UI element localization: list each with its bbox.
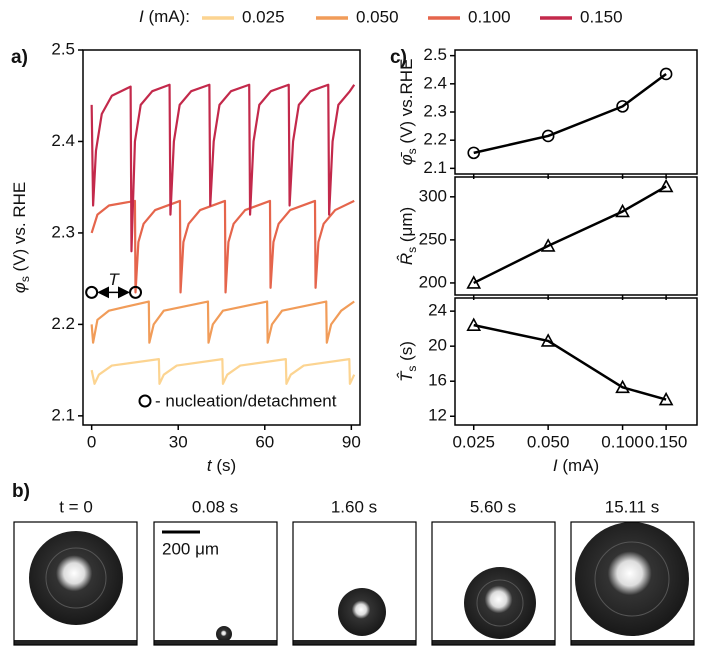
- frame-image: [14, 522, 137, 645]
- label-text: (μm): [397, 207, 416, 247]
- x-tick-label: 0.100: [601, 432, 644, 451]
- panel-label: c): [390, 47, 407, 68]
- plot-frame: [454, 49, 698, 175]
- y-tick-label: 2.5: [423, 45, 447, 64]
- y-tick-label: 12: [428, 406, 447, 425]
- symbol: T̂: [397, 370, 417, 382]
- legend-label: 0.050: [356, 7, 399, 26]
- marker: [615, 379, 630, 394]
- data-line: [90, 358, 356, 385]
- legend-label: 0.025: [242, 7, 285, 26]
- y-tick-label: 2.5: [51, 39, 75, 58]
- plot-frame: [454, 176, 698, 296]
- event-note: - nucleation/detachment: [155, 391, 337, 410]
- frame-image: [571, 522, 694, 645]
- symbol: I: [139, 7, 144, 26]
- marker: [467, 146, 481, 160]
- data-line: [473, 323, 667, 401]
- label-text: (s): [397, 341, 416, 366]
- data-line: [473, 185, 667, 285]
- label-text: (mA):: [144, 7, 190, 26]
- marker: [615, 203, 630, 218]
- label-text: (V) vs. RHE: [10, 182, 29, 276]
- legend-label: 0.150: [580, 7, 623, 26]
- y-tick-label: 2.3: [51, 222, 75, 241]
- x-axis-label: I (mA): [553, 456, 599, 475]
- legend-title: I (mA):: [139, 7, 190, 26]
- symbol: φ̄: [397, 151, 416, 165]
- marker: [658, 178, 674, 193]
- plot-frame: [82, 49, 361, 426]
- note-marker: [138, 394, 152, 408]
- label-text: (s): [212, 456, 237, 475]
- frame-label: 0.08 s: [192, 497, 238, 516]
- frame-label: 15.11 s: [605, 497, 660, 516]
- frame-label: t = 0: [59, 497, 93, 516]
- y-tick-label: 16: [428, 371, 447, 390]
- x-tick-label: 0.050: [527, 432, 570, 451]
- data-line: [473, 72, 667, 155]
- data-line: [90, 83, 356, 253]
- y-tick-label: 250: [419, 229, 447, 248]
- x-tick-label: 0.150: [645, 432, 688, 451]
- x-tick-label: 30: [169, 432, 188, 451]
- x-axis-label: t (s): [207, 456, 236, 475]
- y-tick-label: 2.3: [423, 101, 447, 120]
- marker: [658, 391, 674, 406]
- frame-image: [154, 522, 277, 645]
- marker: [540, 333, 556, 347]
- y-tick-label: 200: [419, 272, 447, 291]
- subscript: s: [405, 148, 419, 154]
- frame-image: [293, 522, 416, 645]
- marker: [616, 100, 629, 113]
- frame-label: 5.60 s: [470, 497, 516, 516]
- event-marker: [129, 285, 143, 299]
- marker: [466, 317, 482, 331]
- y-axis-label: φ̄s (V) vs.RHE: [397, 59, 419, 166]
- legend-label: 0.100: [468, 7, 511, 26]
- y-axis-label: φs (V) vs. RHE: [10, 182, 32, 294]
- panel-b: b) t = 0 0.08 s 1.60 s 5.60 s 15.11 s 20…: [12, 481, 695, 646]
- symbol: R̂: [397, 253, 417, 265]
- y-tick-label: 24: [428, 301, 447, 320]
- data-line: [90, 199, 355, 294]
- subscript: s: [18, 276, 32, 282]
- y-tick-label: 2.4: [51, 131, 75, 150]
- symbol: φ: [10, 282, 29, 293]
- y-tick-label: 2.1: [423, 158, 447, 177]
- y-axis-label: R̂s (μm): [397, 207, 420, 265]
- scale-bar-label: 200 μm: [162, 539, 219, 558]
- y-tick-label: 300: [419, 186, 447, 205]
- symbol: t: [207, 456, 213, 475]
- label-text: (V) vs.RHE: [397, 59, 416, 149]
- frame-image: [432, 522, 555, 645]
- subscript: s: [405, 366, 419, 372]
- subscript: s: [405, 247, 419, 253]
- panel-label: b): [12, 481, 30, 502]
- data-line: [90, 300, 355, 344]
- plot-frame: [454, 297, 698, 426]
- marker: [541, 129, 555, 143]
- x-tick-label: 90: [342, 432, 361, 451]
- symbol: I: [553, 456, 558, 475]
- y-tick-label: 2.2: [51, 314, 75, 333]
- label-text: (mA): [558, 456, 600, 475]
- x-tick-label: 0.025: [452, 432, 495, 451]
- y-tick-label: 2.2: [423, 130, 447, 149]
- y-tick-label: 2.4: [423, 73, 447, 92]
- y-tick-label: 2.1: [51, 405, 75, 424]
- y-axis-label: T̂s (s): [397, 341, 420, 382]
- period-label: T: [108, 270, 120, 289]
- y-tick-label: 20: [428, 336, 447, 355]
- frame-label: 1.60 s: [331, 497, 377, 516]
- x-tick-label: 0: [87, 432, 96, 451]
- marker: [659, 67, 673, 81]
- marker: [466, 275, 482, 289]
- panel-label: a): [11, 47, 28, 68]
- event-marker: [85, 285, 99, 299]
- x-tick-label: 60: [255, 432, 274, 451]
- marker: [540, 238, 556, 252]
